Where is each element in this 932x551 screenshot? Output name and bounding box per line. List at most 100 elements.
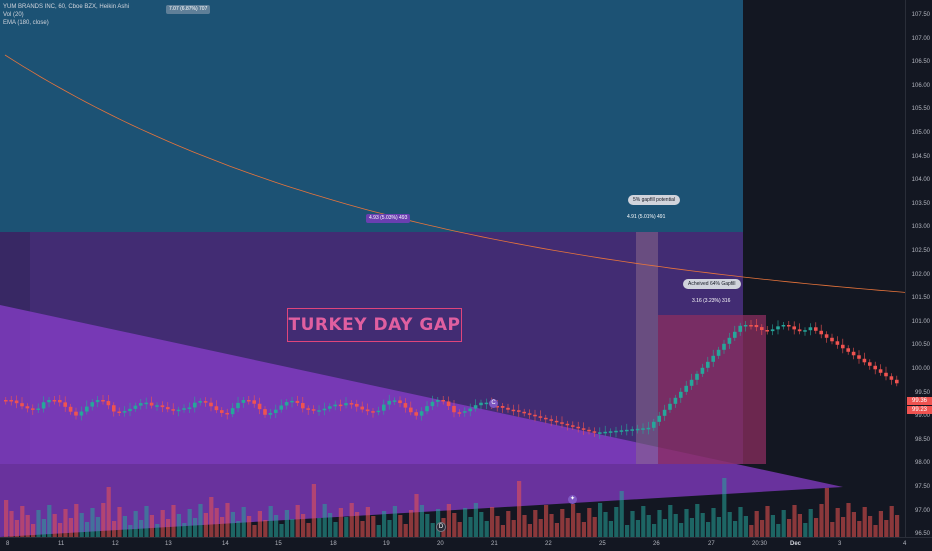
marker-c-icon[interactable]: C — [489, 399, 498, 408]
price-tick: 97.00 — [914, 507, 930, 514]
top-measure-badge[interactable]: 7.07 (6.87%) 707 — [166, 5, 211, 14]
candle — [301, 403, 305, 409]
candle — [90, 402, 94, 407]
volume-bar — [306, 523, 311, 537]
volume-bar — [74, 504, 79, 537]
time-axis[interactable]: 8 11 12 13 14 15 18 19 20 21 22 25 26 27 20:30 Dec 3 4 — [0, 537, 932, 551]
candle — [209, 402, 213, 407]
candle — [311, 409, 316, 411]
candle — [635, 428, 640, 431]
candle — [279, 405, 283, 410]
candle — [814, 327, 818, 331]
candle — [365, 409, 370, 412]
volume-bar — [371, 516, 376, 537]
volume-bar — [101, 503, 106, 537]
volume-bar — [598, 503, 603, 537]
volume-bar — [630, 511, 635, 537]
price-tag-close: 99.23 — [907, 406, 932, 414]
candle — [560, 422, 564, 424]
candle — [68, 406, 73, 412]
time-tick: 25 — [599, 541, 606, 547]
candle — [220, 410, 224, 413]
candle — [819, 330, 823, 335]
volume-bar — [673, 514, 678, 537]
candle — [333, 404, 337, 407]
achieved-callout[interactable]: Acheived 64% Gapfill — [683, 279, 741, 289]
price-tick: 106.50 — [911, 59, 930, 66]
volume-bar — [225, 503, 230, 537]
candle — [95, 400, 100, 403]
time-tick: 19 — [383, 541, 390, 547]
marker-d-icon[interactable]: D — [436, 522, 446, 532]
candle — [295, 400, 300, 404]
volume-bar — [338, 508, 343, 537]
chart-plot[interactable] — [0, 0, 905, 537]
volume-bar — [760, 520, 765, 537]
candle — [252, 400, 256, 404]
candle — [538, 416, 543, 418]
volume-bar — [149, 515, 154, 537]
candle — [727, 337, 732, 344]
volume-bar — [803, 523, 808, 537]
volume-bar — [41, 519, 46, 537]
volume-bar — [247, 516, 252, 537]
volume-bar — [517, 481, 522, 537]
volume-bar — [652, 524, 657, 537]
candle — [425, 406, 429, 412]
candle — [716, 349, 721, 356]
volume-bar — [819, 504, 824, 537]
gapfill-stats: 4.91 (5.01%) 491 — [627, 214, 666, 220]
volume-bar — [533, 510, 538, 537]
candle — [500, 406, 505, 408]
volume-bar — [139, 520, 144, 537]
volume-bar — [355, 512, 360, 537]
candle — [376, 410, 381, 413]
volume-bar — [490, 507, 495, 537]
candle — [382, 404, 386, 411]
time-tick: 3 — [838, 541, 842, 547]
volume-bar — [576, 513, 581, 537]
candle — [112, 405, 116, 412]
price-tick: 98.50 — [914, 436, 930, 443]
turkey-day-gap-title[interactable]: TURKEY DAY GAP — [287, 308, 462, 342]
price-scale[interactable]: 107.50 107.00 106.50 106.00 105.50 105.00 104.… — [905, 0, 932, 537]
volume-bar — [365, 507, 370, 537]
candle — [14, 400, 19, 404]
volume-bar — [344, 517, 349, 537]
volume-bar — [452, 513, 457, 537]
volume-bar — [176, 514, 181, 537]
volume-bar — [214, 508, 219, 537]
volume-bar — [198, 504, 203, 537]
candle — [155, 405, 159, 407]
volume-bar — [90, 508, 95, 537]
candle — [214, 406, 219, 411]
star-marker-icon[interactable]: ✦ — [568, 495, 577, 504]
candle — [527, 413, 532, 415]
candle — [79, 411, 84, 416]
candle — [268, 412, 273, 415]
price-tick: 99.50 — [914, 389, 930, 396]
candle — [20, 403, 24, 407]
volume-bar — [430, 523, 435, 537]
price-tick: 106.00 — [911, 82, 930, 89]
volume-bar — [506, 511, 511, 537]
candle — [430, 401, 435, 407]
achieved-zone — [658, 315, 766, 464]
candle — [290, 400, 294, 403]
candle — [306, 408, 310, 410]
volume-bar — [203, 513, 208, 537]
volume-bar — [792, 505, 797, 537]
volume-bar — [79, 513, 84, 537]
volume-bar — [31, 524, 36, 537]
gapfill-callout[interactable]: 5% gapfill potential — [628, 195, 680, 205]
candle — [225, 412, 229, 415]
time-tick: 15 — [275, 541, 282, 547]
volume-bar — [14, 520, 19, 537]
volume-bar — [484, 521, 489, 537]
candle — [652, 421, 656, 428]
volume-bar — [112, 521, 117, 537]
volume-bar — [322, 504, 327, 537]
mid-measure-badge[interactable]: 4.93 (5.03%) 493 — [366, 214, 411, 223]
volume-bar — [85, 522, 90, 537]
